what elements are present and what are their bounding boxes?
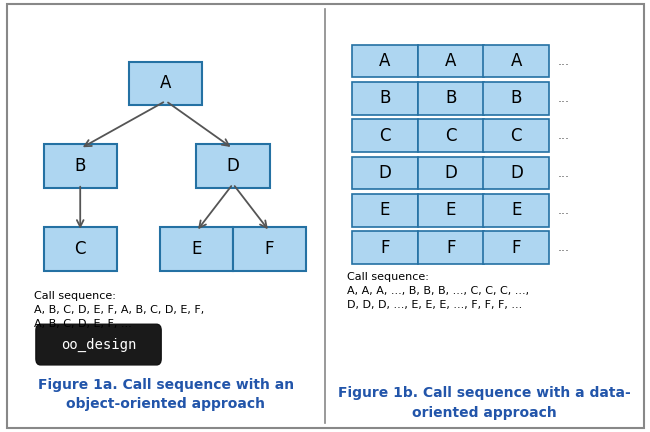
Text: Figure 1a. Call sequence with an
object-oriented approach: Figure 1a. Call sequence with an object-… <box>38 378 294 411</box>
Text: D: D <box>378 164 391 182</box>
Text: A: A <box>160 74 172 92</box>
Text: D: D <box>226 157 239 175</box>
FancyBboxPatch shape <box>352 194 418 227</box>
FancyBboxPatch shape <box>484 232 549 264</box>
Text: B: B <box>445 89 456 108</box>
Text: C: C <box>511 127 522 145</box>
Text: C: C <box>379 127 391 145</box>
Text: Call sequence:
A, A, A, ..., B, B, B, ..., C, C, C, ...,
D, D, D, ..., E, E, E, : Call sequence: A, A, A, ..., B, B, B, ..… <box>347 272 529 310</box>
FancyBboxPatch shape <box>129 61 202 105</box>
FancyBboxPatch shape <box>352 45 418 77</box>
FancyBboxPatch shape <box>44 227 117 271</box>
Text: D: D <box>510 164 523 182</box>
Text: E: E <box>191 240 202 258</box>
Text: A: A <box>445 52 456 70</box>
Text: Figure 1b. Call sequence with a data-
oriented approach: Figure 1b. Call sequence with a data- or… <box>338 386 630 419</box>
FancyBboxPatch shape <box>36 324 161 365</box>
FancyBboxPatch shape <box>418 194 484 227</box>
FancyBboxPatch shape <box>484 157 549 190</box>
FancyBboxPatch shape <box>160 227 233 271</box>
FancyBboxPatch shape <box>44 144 117 188</box>
FancyBboxPatch shape <box>352 82 418 115</box>
Text: B: B <box>75 157 86 175</box>
Text: ...: ... <box>558 129 569 142</box>
Text: Call sequence:
A, B, C, D, E, F, A, B, C, D, E, F,
A, B, C, D, E, F, ...: Call sequence: A, B, C, D, E, F, A, B, C… <box>34 291 205 329</box>
Text: E: E <box>445 201 456 219</box>
Text: F: F <box>446 239 456 257</box>
FancyBboxPatch shape <box>484 119 549 152</box>
FancyBboxPatch shape <box>418 232 484 264</box>
FancyBboxPatch shape <box>418 82 484 115</box>
FancyBboxPatch shape <box>352 157 418 190</box>
Text: F: F <box>512 239 521 257</box>
Text: ...: ... <box>558 54 569 67</box>
FancyBboxPatch shape <box>418 157 484 190</box>
Text: C: C <box>445 127 456 145</box>
FancyBboxPatch shape <box>233 227 306 271</box>
Text: E: E <box>511 201 521 219</box>
FancyBboxPatch shape <box>418 45 484 77</box>
Text: B: B <box>380 89 391 108</box>
FancyBboxPatch shape <box>352 232 418 264</box>
FancyBboxPatch shape <box>196 144 270 188</box>
Text: D: D <box>444 164 457 182</box>
Text: F: F <box>380 239 390 257</box>
Text: A: A <box>380 52 391 70</box>
Text: F: F <box>265 240 274 258</box>
Text: oo_design: oo_design <box>61 337 136 352</box>
Text: A: A <box>511 52 522 70</box>
FancyBboxPatch shape <box>484 45 549 77</box>
FancyBboxPatch shape <box>352 119 418 152</box>
Text: ...: ... <box>558 167 569 180</box>
Text: B: B <box>511 89 522 108</box>
Text: ...: ... <box>558 204 569 217</box>
Text: ...: ... <box>558 241 569 254</box>
Text: E: E <box>380 201 390 219</box>
Text: C: C <box>75 240 86 258</box>
Text: ...: ... <box>558 92 569 105</box>
FancyBboxPatch shape <box>418 119 484 152</box>
FancyBboxPatch shape <box>484 194 549 227</box>
FancyBboxPatch shape <box>484 82 549 115</box>
